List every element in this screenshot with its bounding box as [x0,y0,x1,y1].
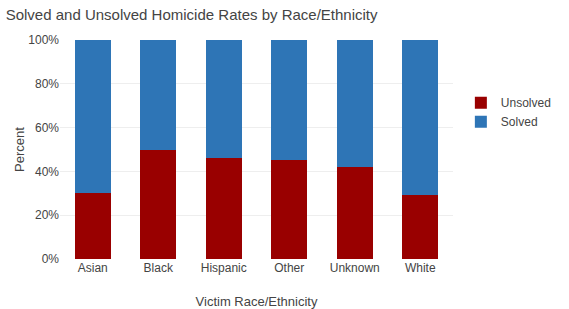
svg-text:Percent: Percent [12,127,27,172]
svg-text:Victim Race/Ethnicity: Victim Race/Ethnicity [196,294,318,309]
svg-text:Unsolved: Unsolved [501,96,551,110]
svg-text:40%: 40% [35,165,59,179]
svg-text:Asian: Asian [78,261,108,275]
svg-text:Black: Black [144,261,174,275]
svg-text:60%: 60% [35,121,59,135]
svg-text:80%: 80% [35,77,59,91]
svg-text:White: White [405,261,436,275]
svg-text:Hispanic: Hispanic [201,261,247,275]
svg-text:Other: Other [274,261,304,275]
svg-text:0%: 0% [42,252,60,266]
svg-text:Solved: Solved [501,115,538,129]
svg-text:Unknown: Unknown [330,261,380,275]
svg-text:100%: 100% [28,33,59,47]
svg-text:Solved and Unsolved Homicide R: Solved and Unsolved Homicide Rates by Ra… [6,6,378,23]
svg-text:20%: 20% [35,208,59,222]
